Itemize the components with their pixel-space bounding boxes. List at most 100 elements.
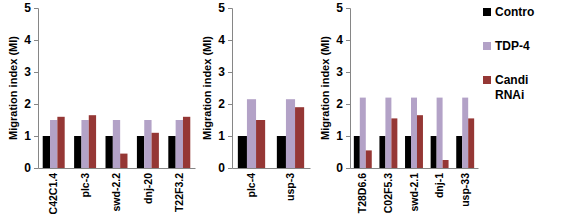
- tick: 3: [218, 65, 232, 79]
- y-axis-line: [228, 9, 233, 169]
- panel: 012345plc-4usp-3Migration index (MI): [201, 1, 311, 201]
- bar: [385, 98, 391, 168]
- tick: usp-3: [284, 173, 296, 201]
- category-label: T28D6.6: [356, 173, 368, 213]
- tick-mark: [34, 104, 38, 105]
- tick-mark: [346, 40, 350, 41]
- tick-mark: [34, 136, 38, 137]
- y-axis: 012345: [218, 1, 232, 175]
- x-axis-line: [39, 168, 196, 169]
- tick-mark: [346, 168, 350, 169]
- tick-label: 3: [24, 65, 31, 79]
- tick: 2: [336, 97, 350, 111]
- tick-label: 3: [336, 65, 343, 79]
- bar: [89, 115, 96, 168]
- bar: [247, 99, 256, 168]
- bars: [43, 115, 191, 168]
- bar: [74, 136, 81, 168]
- tick: 1: [336, 129, 350, 143]
- tick: 5: [24, 1, 38, 15]
- tick: 3: [336, 65, 350, 79]
- y-axis: 0 1 2 3 4 5: [336, 1, 350, 175]
- x-axis: C42C1.4 plc-3 swd-2.2 dnj-20 T22F3.2: [39, 169, 196, 215]
- legend-swatch: [483, 76, 491, 84]
- tick: C42C1.4: [47, 173, 59, 215]
- tick-label: 5: [218, 1, 225, 15]
- tick-mark: [34, 72, 38, 73]
- tick: 5: [336, 1, 350, 15]
- tick-label: 0: [336, 161, 343, 175]
- tick: 1: [218, 129, 232, 143]
- bar: [176, 120, 183, 168]
- bar: [379, 136, 385, 168]
- bar: [50, 120, 57, 168]
- tick-label: 1: [336, 129, 343, 143]
- bar: [277, 136, 286, 168]
- x-axis-line: [351, 168, 479, 169]
- category-label: swd-2.1: [408, 173, 420, 212]
- tick-label: 3: [218, 65, 225, 79]
- bar: [137, 136, 144, 168]
- bar: [456, 136, 462, 168]
- tick-mark: [228, 72, 232, 73]
- tick: T22F3.2: [173, 173, 185, 212]
- tick: swd-2.2: [110, 173, 122, 212]
- tick: usp-33: [459, 173, 471, 207]
- tick-label: 0: [24, 161, 31, 175]
- tick: 3: [24, 65, 38, 79]
- tick: dnj-1: [433, 173, 445, 198]
- category-label: plc-3: [79, 173, 91, 198]
- bar: [43, 136, 50, 168]
- tick-mark: [346, 104, 350, 105]
- tick-mark: [34, 40, 38, 41]
- tick-label: 4: [218, 33, 225, 47]
- category-label: dnj-20: [142, 173, 154, 204]
- tick-mark: [346, 8, 350, 9]
- tick: 4: [218, 33, 232, 47]
- x-axis-line: [233, 168, 311, 169]
- figure: 0 1 2 3 4 5 C42C1.4 plc-3 swd-2.2 dnj-20 T22F3.2 Mi…: [0, 0, 565, 224]
- bar: [238, 136, 247, 168]
- bars: [238, 99, 304, 168]
- tick-label: 2: [336, 97, 343, 111]
- bar: [468, 118, 474, 168]
- tick-label: 4: [336, 33, 343, 47]
- tick: 0: [218, 161, 232, 175]
- axis-title: Migration index (MI): [201, 36, 213, 140]
- tick-mark: [346, 136, 350, 137]
- legend-label: CandiRNAi: [495, 73, 528, 101]
- bar: [391, 118, 397, 168]
- category-label: usp-33: [459, 173, 471, 207]
- category-label: usp-3: [284, 173, 296, 201]
- tick: C02F5.3: [382, 173, 394, 213]
- tick-mark: [34, 168, 38, 169]
- category-label: C02F5.3: [382, 173, 394, 213]
- bar: [286, 99, 295, 168]
- tick-label: 1: [218, 129, 225, 143]
- tick: 2: [24, 97, 38, 111]
- tick: swd-2.1: [408, 173, 420, 212]
- category-label: swd-2.2: [110, 173, 122, 212]
- panel: 012345C42C1.4plc-3swd-2.2dnj-20T22F3.2Mi…: [7, 1, 196, 214]
- tick-mark: [228, 8, 232, 9]
- bar: [57, 117, 64, 168]
- y-axis-line: [346, 9, 351, 169]
- tick: 0: [24, 161, 38, 175]
- tick-label: 2: [24, 97, 31, 111]
- axis-title: Migration index (MI): [319, 36, 331, 140]
- tick: 0: [336, 161, 350, 175]
- bar: [417, 115, 423, 168]
- tick-label: 0: [218, 161, 225, 175]
- tick-label: 5: [336, 1, 343, 15]
- category-label: dnj-1: [433, 173, 445, 198]
- bar: [462, 98, 468, 168]
- bar: [411, 98, 417, 168]
- tick: plc-3: [79, 173, 91, 198]
- tick-label: 1: [24, 129, 31, 143]
- bar: [360, 98, 366, 168]
- tick-label: 4: [24, 33, 31, 47]
- category-label: T22F3.2: [173, 173, 185, 212]
- bar: [405, 136, 411, 168]
- bar: [443, 160, 449, 168]
- bar: [81, 120, 88, 168]
